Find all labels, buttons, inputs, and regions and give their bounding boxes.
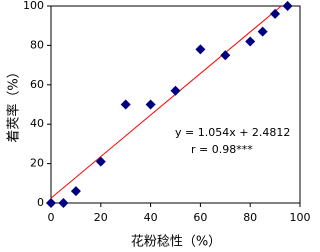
x-axis-title: 花粉稔性（%） bbox=[131, 234, 221, 250]
point bbox=[257, 26, 268, 37]
y-tick-label: 20 bbox=[30, 157, 44, 170]
y-tick-label: 0 bbox=[37, 196, 44, 209]
point bbox=[282, 1, 293, 11]
point bbox=[195, 44, 206, 55]
point bbox=[46, 198, 56, 208]
x-tick-label: 0 bbox=[48, 211, 55, 224]
point bbox=[145, 99, 156, 110]
y-tick-label: 80 bbox=[30, 38, 44, 51]
point bbox=[270, 8, 281, 19]
x-tick-label: 20 bbox=[94, 211, 108, 224]
x-tick-label: 80 bbox=[243, 211, 257, 224]
annotation: y = 1.054x + 2.4812 bbox=[175, 126, 290, 139]
x-tick-label: 100 bbox=[290, 211, 311, 224]
point bbox=[95, 156, 106, 167]
point bbox=[245, 36, 256, 47]
plot-frame bbox=[50, 5, 301, 204]
point bbox=[70, 186, 81, 197]
y-tick-label: 40 bbox=[30, 117, 44, 130]
fit-line bbox=[50, 5, 282, 199]
chart: 花粉稔性（%） 着莢率（%） y = 1.054x + 2.4812 r = 0… bbox=[6, 0, 311, 250]
x-tick-label: 40 bbox=[144, 211, 158, 224]
point bbox=[120, 99, 131, 110]
x-tick-label: 60 bbox=[193, 211, 207, 224]
point bbox=[58, 198, 69, 208]
y-tick-label: 100 bbox=[23, 0, 44, 12]
y-axis-title: 着莢率（%） bbox=[6, 65, 22, 142]
point bbox=[170, 85, 181, 96]
annotation: r = 0.98*** bbox=[191, 143, 253, 156]
y-tick-label: 60 bbox=[30, 78, 44, 91]
point bbox=[220, 50, 231, 61]
